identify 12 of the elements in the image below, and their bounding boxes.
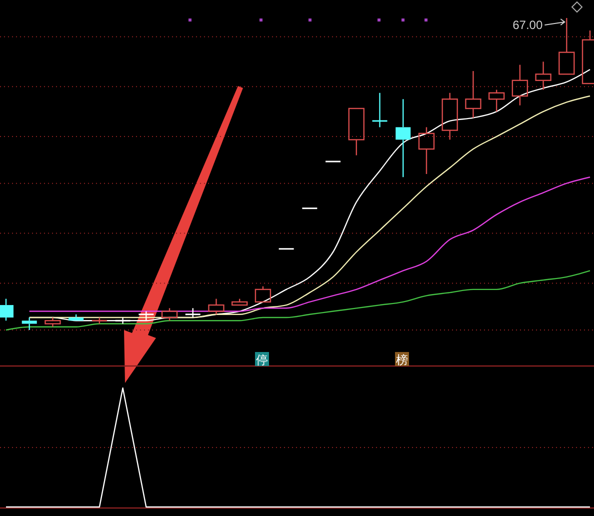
- candlestick: [535, 61, 552, 90]
- candlestick: [372, 92, 388, 128]
- candlestick: [396, 98, 411, 178]
- candlestick: [184, 308, 202, 318]
- candlestick: [465, 70, 482, 118]
- annotation: 67.00: [512, 18, 543, 32]
- candlestick: [442, 92, 458, 140]
- text: 停: [256, 353, 268, 367]
- candlestick: [44, 316, 61, 328]
- text: 榜: [396, 353, 408, 367]
- candlestick: [208, 298, 224, 315]
- candlestick: [512, 64, 528, 106]
